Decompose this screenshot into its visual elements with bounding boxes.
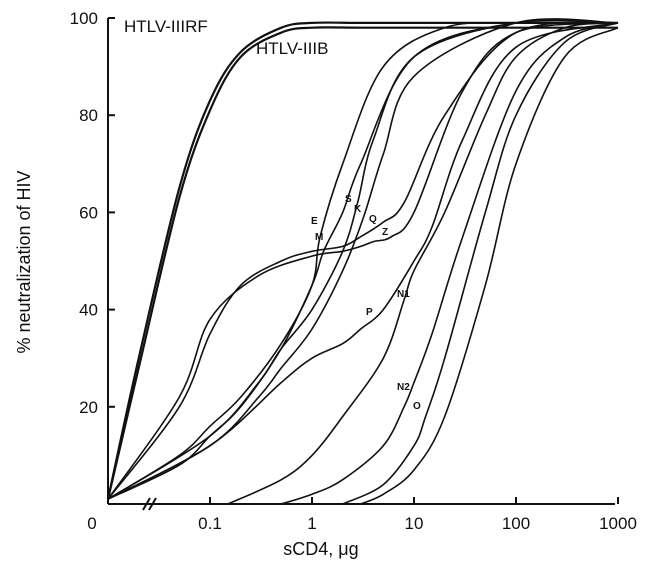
series-line-n2 bbox=[281, 22, 619, 505]
series-label-s: S bbox=[345, 194, 352, 205]
series-line-m bbox=[107, 19, 619, 500]
y-tick-label: 80 bbox=[79, 106, 98, 125]
series-label-p: P bbox=[366, 307, 373, 318]
series-line-n1 bbox=[227, 22, 619, 505]
y-tick-label: 100 bbox=[70, 9, 98, 28]
x-tick-label: 100 bbox=[502, 514, 530, 533]
y-tick-label: 60 bbox=[79, 203, 98, 222]
series-label-q: Q bbox=[369, 214, 377, 225]
x-tick-label: 1000 bbox=[599, 514, 637, 533]
series-label-m: M bbox=[315, 232, 323, 243]
series-line-htlv-iiib bbox=[106, 26, 618, 500]
series-curves bbox=[106, 18, 619, 505]
axis-break bbox=[142, 497, 157, 511]
series-line-e bbox=[107, 21, 619, 500]
axes bbox=[107, 18, 615, 511]
series-line-p bbox=[107, 22, 619, 500]
x-tick-label: 1 bbox=[307, 514, 316, 533]
series-label-k: K bbox=[354, 204, 362, 215]
series-label-htlv-iiib: HTLV-IIIB bbox=[256, 39, 328, 58]
series-line-htlv-iiirf bbox=[106, 21, 618, 500]
x-break-label: 0 bbox=[87, 514, 96, 533]
series-line-unlabeled bbox=[360, 26, 619, 505]
series-label-o: O bbox=[413, 401, 421, 412]
y-tick-label: 40 bbox=[79, 301, 98, 320]
y-tick-label: 20 bbox=[79, 398, 98, 417]
series-line-s bbox=[107, 19, 619, 500]
series-label-e: E bbox=[311, 216, 318, 227]
x-axis-title: sCD4, μg bbox=[283, 539, 358, 559]
series-line-z bbox=[107, 22, 619, 500]
ticks: 0.1 1 10 100 1000 20 40 60 80 100 bbox=[70, 9, 637, 533]
series-line-k bbox=[107, 18, 619, 500]
x-tick-label: 10 bbox=[405, 514, 424, 533]
series-label-n2: N2 bbox=[397, 382, 410, 393]
y-axis-title: % neutralization of HIV bbox=[14, 170, 34, 353]
x-tick-label: 0.1 bbox=[198, 514, 222, 533]
series-line-o bbox=[342, 22, 619, 505]
series-label-z: Z bbox=[382, 227, 388, 238]
series-label-htlv-iiirf: HTLV-IIIRF bbox=[124, 17, 208, 36]
series-label-n1: N1 bbox=[397, 289, 410, 300]
series-line-q bbox=[107, 21, 619, 500]
